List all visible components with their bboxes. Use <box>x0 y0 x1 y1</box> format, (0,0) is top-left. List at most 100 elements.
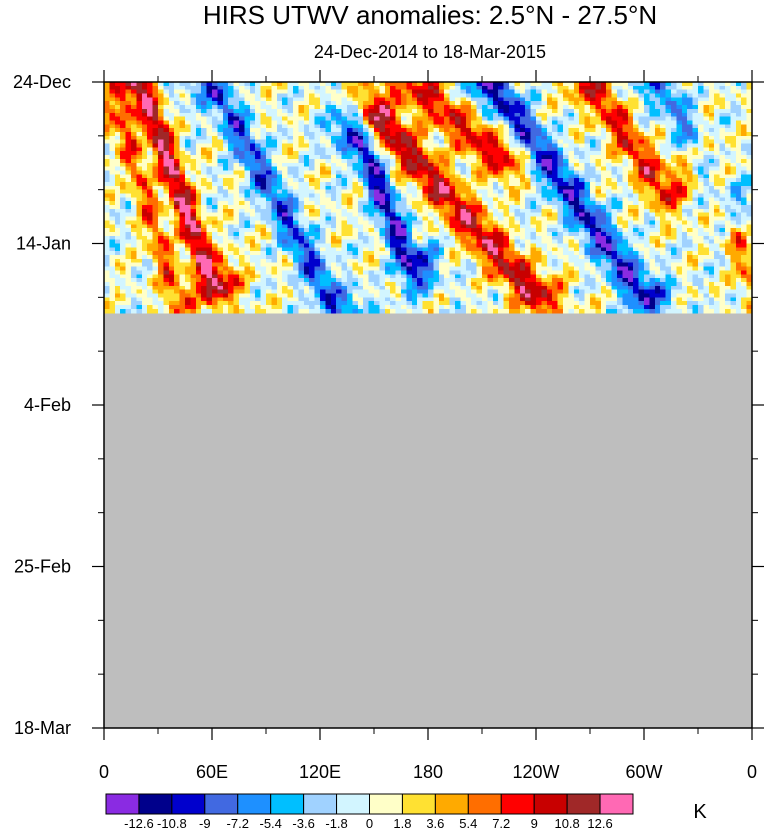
field-cell <box>509 185 515 191</box>
field-cell <box>735 128 742 133</box>
field-cell <box>536 193 542 198</box>
field-cell <box>125 93 132 98</box>
field-cell <box>336 108 343 114</box>
field-cell <box>644 135 650 141</box>
field-cell <box>725 208 731 214</box>
field-cell <box>168 89 175 95</box>
field-cell <box>649 93 656 98</box>
field-cell <box>590 139 596 145</box>
field-cell <box>692 216 699 222</box>
field-cell <box>708 97 715 102</box>
field-cell <box>131 93 137 98</box>
field-cell <box>282 235 289 241</box>
field-cell <box>287 220 294 225</box>
field-cell <box>573 143 580 148</box>
field-cell <box>568 185 575 191</box>
field-cell <box>676 143 683 148</box>
field-cell <box>168 174 175 179</box>
field-cell <box>471 197 478 202</box>
field-cell <box>476 97 483 102</box>
field-cell <box>309 205 316 210</box>
field-cell <box>352 131 359 137</box>
field-cell <box>644 170 650 175</box>
field-cell <box>541 82 548 87</box>
field-cell <box>206 174 213 179</box>
field-cell <box>530 193 537 198</box>
field-cell <box>530 220 537 225</box>
field-cell <box>330 205 337 210</box>
field-cell <box>109 231 116 237</box>
field-cell <box>671 201 677 206</box>
field-cell <box>735 135 742 141</box>
field-cell <box>379 85 386 91</box>
field-cell <box>206 228 213 233</box>
field-cell <box>708 166 715 172</box>
field-cell <box>276 166 283 172</box>
field-cell <box>460 181 467 187</box>
field-cell <box>379 101 386 106</box>
field-cell <box>401 201 407 206</box>
field-cell <box>417 105 424 110</box>
field-cell <box>703 139 710 145</box>
field-cell <box>330 147 337 152</box>
field-cell <box>341 235 348 241</box>
field-cell <box>217 193 224 198</box>
field-cell <box>584 108 591 114</box>
field-cell <box>379 212 386 218</box>
field-cell <box>617 128 623 133</box>
field-cell <box>552 178 559 183</box>
field-cell <box>746 170 753 175</box>
field-cell <box>590 89 596 95</box>
field-cell <box>271 151 278 156</box>
field-cell <box>714 166 721 172</box>
field-cell <box>449 105 456 110</box>
field-cell <box>374 116 380 122</box>
field-cell <box>379 193 386 198</box>
field-cell <box>303 166 310 172</box>
field-cell <box>314 97 321 102</box>
field-cell <box>336 216 343 222</box>
field-cell <box>249 174 256 179</box>
field-cell <box>147 174 154 179</box>
field-cell <box>703 135 710 141</box>
field-cell <box>195 193 202 198</box>
field-cell <box>363 235 370 241</box>
field-cell <box>260 216 267 222</box>
field-cell <box>233 231 240 237</box>
field-cell <box>233 116 240 122</box>
field-cell <box>519 82 526 87</box>
field-cell <box>503 101 510 106</box>
field-cell <box>525 139 532 145</box>
field-cell <box>644 185 650 191</box>
field-cell <box>341 216 348 222</box>
field-cell <box>568 231 575 237</box>
field-cell <box>692 212 699 218</box>
field-cell <box>228 224 235 229</box>
field-cell <box>320 155 326 160</box>
field-cell <box>352 212 359 218</box>
field-cell <box>325 120 332 125</box>
field-cell <box>190 151 197 156</box>
field-cell <box>158 181 164 187</box>
field-cell <box>563 151 569 156</box>
field-cell <box>244 120 251 125</box>
field-cell <box>217 155 224 160</box>
field-cell <box>487 212 494 218</box>
field-cell <box>352 135 359 141</box>
field-cell <box>368 135 375 141</box>
field-cell <box>395 101 402 106</box>
field-cell <box>190 116 197 122</box>
field-cell <box>482 105 488 110</box>
field-cell <box>654 147 661 152</box>
field-cell <box>476 178 483 183</box>
field-cell <box>384 185 391 191</box>
field-cell <box>654 224 661 229</box>
field-cell <box>363 124 370 129</box>
field-cell <box>390 189 397 195</box>
field-cell <box>590 162 596 168</box>
field-cell <box>190 239 197 245</box>
field-cell <box>357 128 364 133</box>
field-cell <box>611 97 618 102</box>
field-cell <box>536 231 542 237</box>
field-cell <box>665 162 672 168</box>
